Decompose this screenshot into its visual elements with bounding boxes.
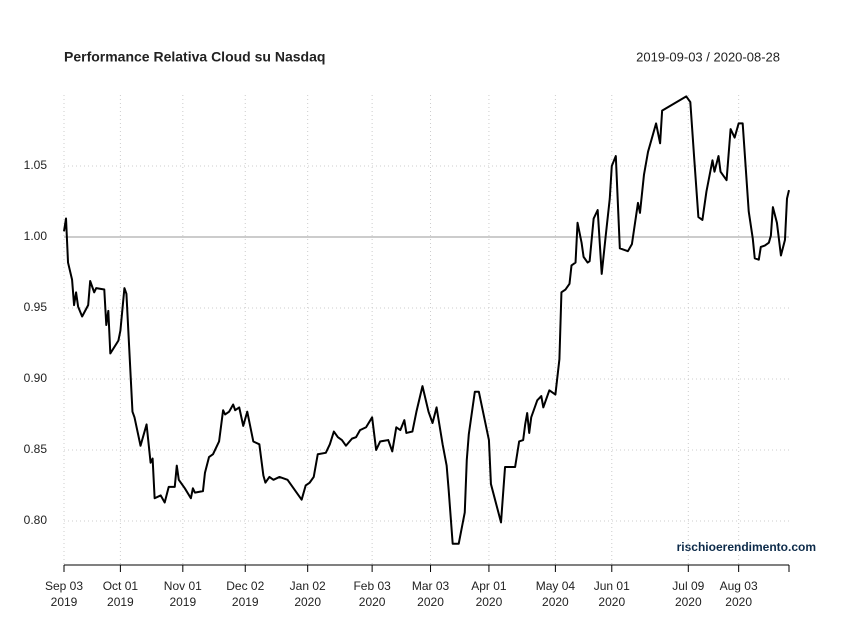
x-tick-label: Nov 01 <box>164 579 202 593</box>
x-tick-label: Jun 01 <box>594 579 630 593</box>
x-tick-label: Jan 02 <box>290 579 326 593</box>
x-tick-label: 2020 <box>476 595 503 609</box>
x-tick-label: 2020 <box>542 595 569 609</box>
y-tick-label: 0.80 <box>24 513 48 527</box>
y-tick-label: 1.00 <box>24 229 48 243</box>
x-tick-label: 2019 <box>107 595 134 609</box>
x-tick-label: 2020 <box>294 595 321 609</box>
x-tick-label: Oct 01 <box>103 579 139 593</box>
y-tick-label: 1.05 <box>24 158 48 172</box>
chart-title: Performance Relativa Cloud su Nasdaq <box>64 49 325 65</box>
x-tick-label: Dec 02 <box>226 579 264 593</box>
x-tick-label: 2019 <box>169 595 196 609</box>
y-tick-label: 0.95 <box>24 300 48 314</box>
x-tick-label: May 04 <box>536 579 576 593</box>
source: rischioerendimento.com <box>677 540 816 554</box>
x-tick-label: 2020 <box>598 595 625 609</box>
x-tick-label: 2019 <box>51 595 78 609</box>
x-tick-label: 2020 <box>359 595 386 609</box>
x-tick-label: Jul 09 <box>672 579 704 593</box>
chart-subtitle: 2019-09-03 / 2020-08-28 <box>636 49 780 64</box>
x-tick-label: Mar 03 <box>412 579 450 593</box>
x-tick-label: Sep 03 <box>45 579 83 593</box>
y-tick-label: 0.85 <box>24 442 48 456</box>
x-tick-label: 2020 <box>417 595 444 609</box>
x-tick-label: 2020 <box>725 595 752 609</box>
x-tick-label: Apr 01 <box>471 579 507 593</box>
x-tick-label: 2019 <box>232 595 259 609</box>
line-series <box>63 95 790 545</box>
x-tick-label: Aug 03 <box>720 579 758 593</box>
y-tick-label: 0.90 <box>24 371 48 385</box>
x-tick-label: 2020 <box>675 595 702 609</box>
x-tick-label: Feb 03 <box>353 579 391 593</box>
